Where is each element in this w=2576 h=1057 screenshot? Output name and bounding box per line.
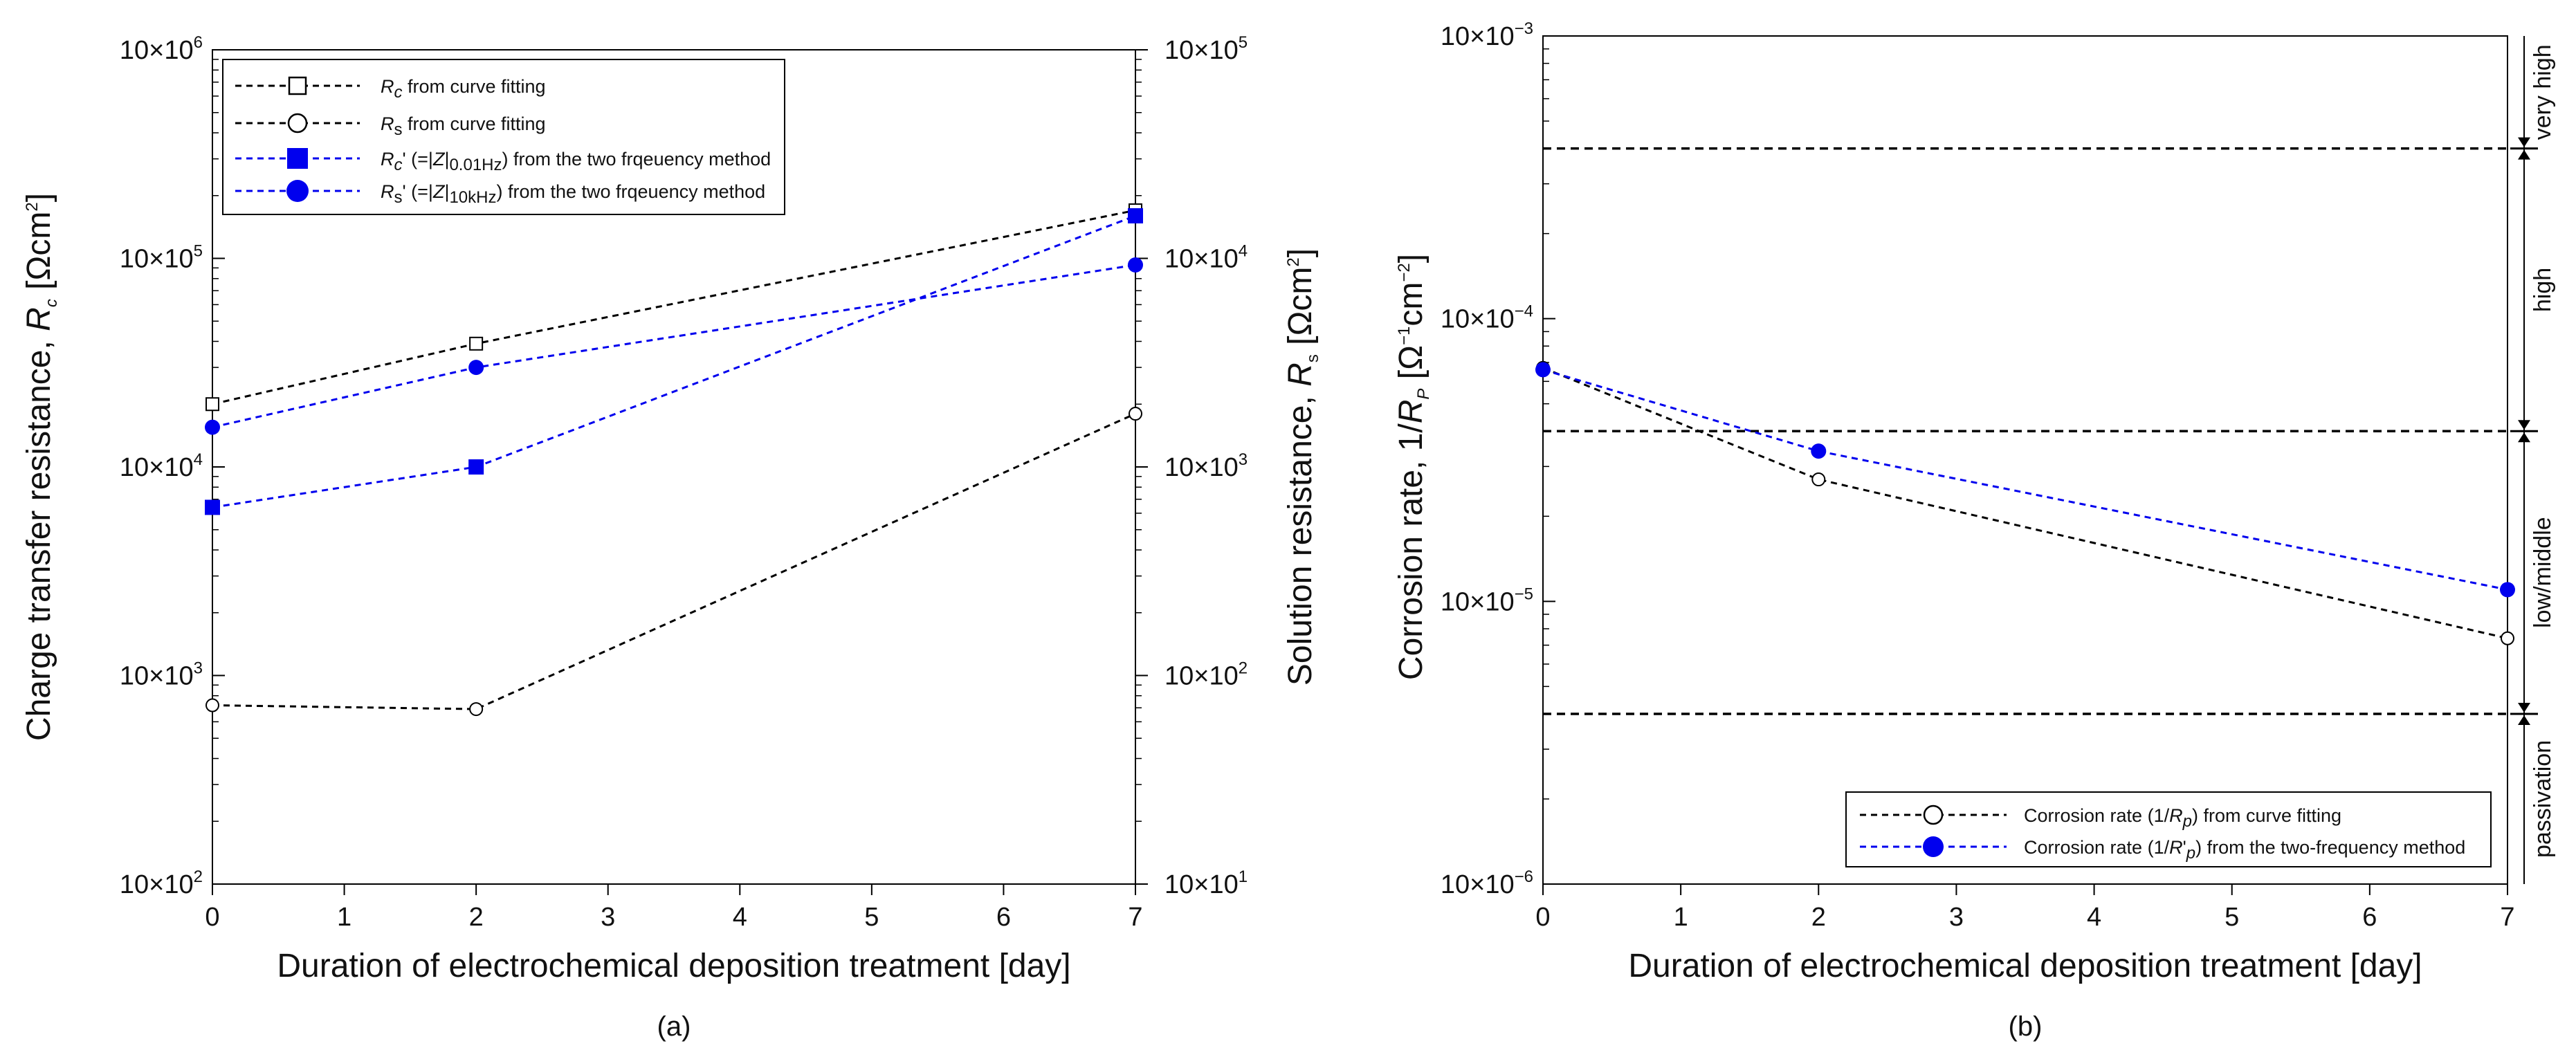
data-point [1811,472,1826,487]
region-arrowhead [2518,715,2530,725]
data-point [205,419,220,435]
x-tick-label: 7 [2500,903,2514,932]
panel-a-x-axis-label: Duration of electrochemical deposition t… [277,948,1070,984]
left-tick-label: 10×104 [120,450,203,482]
region-arrowhead [2518,149,2530,160]
panel-a-right-axis-ticks: 10×101 10×102 10×103 10×104 10×105 [1135,33,1248,899]
data-point [205,499,220,515]
left-tick-label: 10×105 [120,242,203,274]
panel-b-x-axis-ticks: 0 1 2 3 4 5 6 7 [1535,884,2515,932]
legend-filled-circle-marker [286,180,309,202]
panel-b-caption: (b) [2009,1011,2043,1042]
legend-filled-circle-marker [1923,836,1944,857]
y-tick-label: 10×10−4 [1441,302,1533,334]
x-tick-label: 0 [1535,903,1550,932]
y-tick-label: 10×10−5 [1441,585,1533,616]
panel-b-region-annotations: very high high low/middle passivation [2510,36,2556,884]
left-tick-label: 10×106 [120,33,203,65]
series-line-0 [212,209,1136,405]
series-line-3 [212,264,1136,429]
y-tick-label: 10×10−3 [1441,19,1533,51]
series-line-2 [212,214,1136,508]
legend-open-circle-marker [1923,805,1944,825]
data-point [1128,257,1143,273]
legend-entry-rc-two-frequency: Rc' (=|Z|0.01Hz) from the two frqeuency … [235,148,771,174]
x-tick-label: 0 [205,903,219,932]
x-tick-label: 1 [1674,903,1688,932]
data-point [1811,443,1827,459]
x-tick-label: 2 [469,903,484,932]
legend-open-circle-marker [287,113,308,134]
series-line-1 [212,412,1136,710]
panel-a-series [205,203,1143,717]
x-tick-label: 3 [1949,903,1964,932]
region-label: very high [2530,44,2556,140]
panel-a-left-axis-label: Charge transfer resistance, Rc [Ωcm2] [21,193,61,741]
left-tick-label: 10×102 [120,867,203,899]
panel-a-left-axis-ticks: 10×102 10×103 10×104 10×105 10×106 [120,33,225,899]
legend-open-square-marker [288,76,307,95]
region-arrowhead [2518,137,2530,147]
data-point [205,397,219,412]
x-tick-label: 6 [996,903,1011,932]
region-label: low/middle [2530,517,2556,628]
svg-text:Rc' (=|Z|0.01Hz) from the two: Rc' (=|Z|0.01Hz) from the two frqeuency … [381,149,771,174]
legend-box [1845,791,2492,867]
region-arrowhead [2518,432,2530,443]
legend-entry-rc-fit: Rc from curve fitting [235,76,546,102]
x-tick-label: 6 [2362,903,2377,932]
data-point [1128,208,1143,223]
right-tick-label: 10×105 [1164,33,1248,65]
data-point [205,698,219,713]
x-tick-label: 3 [601,903,615,932]
data-point [2501,631,2514,645]
region-label: high [2530,268,2556,312]
right-tick-label: 10×104 [1164,242,1248,274]
right-tick-label: 10×103 [1164,450,1248,482]
panel-a-caption: (a) [657,1011,691,1042]
region-label: passivation [2530,740,2556,858]
x-tick-label: 1 [337,903,351,932]
data-point [468,360,484,376]
panel-b-plot-frame [1542,35,2508,885]
x-tick-label: 5 [864,903,879,932]
region-arrowhead [2518,702,2530,713]
legend-entry-rs-fit: Rs from curve fitting [235,113,546,139]
y-tick-label: 10×10−6 [1441,867,1533,899]
x-tick-label: 5 [2225,903,2239,932]
legend-filled-square-marker [287,148,308,169]
series-line-0 [1542,367,2508,640]
left-tick-label: 10×103 [120,659,203,691]
data-point [2500,582,2515,598]
svg-text:Rs from curve fitting: Rs from curve fitting [381,113,546,139]
data-point [468,459,484,475]
series-line-1 [1542,368,2508,591]
panel-b-y-axis-ticks: 10×10−6 10×10−5 10×10−4 10×10−3 [1441,19,1555,899]
region-arrowhead [2518,420,2530,430]
x-tick-label: 4 [2087,903,2101,932]
legend-entry-rs-two-frequency: Rs' (=|Z|10kHz) from the two frqeuency m… [235,180,765,207]
panel-b-y-axis-label: Corrosion rate, 1/RP [Ω−1cm−2] [1393,254,1433,680]
x-tick-label: 4 [733,903,747,932]
svg-text:Rc from curve fitting: Rc from curve fitting [381,76,546,102]
panel-a-legend: Rc from curve fitting Rs from curve fitt… [222,59,785,215]
panel-b-series [1535,360,2515,645]
panel-b-threshold-lines [1543,147,2508,715]
data-point [1129,407,1142,421]
panel-a-x-axis-ticks: 0 1 2 3 4 5 6 7 [205,884,1143,932]
right-tick-label: 10×101 [1164,867,1248,899]
data-point [469,702,484,717]
svg-text:Rs' (=|Z|10kHz) from the two f: Rs' (=|Z|10kHz) from the two frqeuency m… [381,181,765,207]
panel-a-right-axis-label: Solution resistance, Rs [Ωcm2] [1282,248,1322,686]
panel-b-x-axis-label: Duration of electrochemical deposition t… [1628,948,2422,984]
data-point [469,336,484,351]
panel-b: 10×10−6 10×10−5 10×10−4 10×10−3 0 1 2 3 4 5 6 7 ve… [1393,19,2556,1042]
right-tick-label: 10×102 [1164,659,1248,691]
data-point [1535,362,1551,378]
panel-b-legend: Corrosion rate (1/Rp) from curve fitting… [1845,791,2492,867]
x-tick-label: 2 [1811,903,1826,932]
x-tick-label: 7 [1128,903,1142,932]
